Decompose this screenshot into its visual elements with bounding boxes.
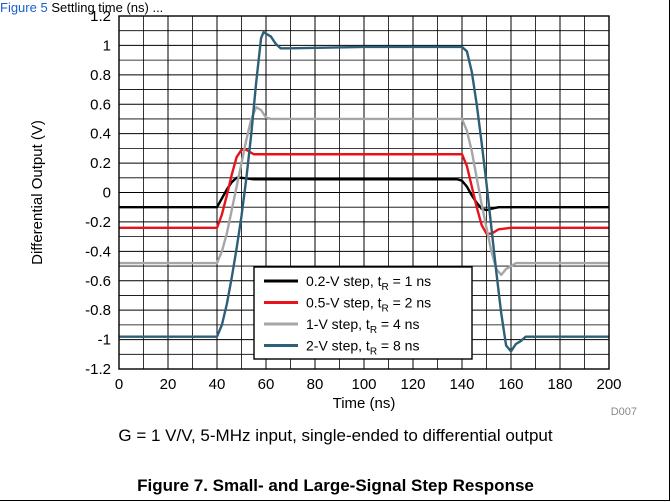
legend-label: 0.2-V step, tR = 1 ns bbox=[306, 273, 431, 293]
header-text: Figure 5 Settling time (ns) ... bbox=[0, 0, 163, 15]
y-tick-label: 0.6 bbox=[90, 96, 111, 113]
y-tick-label: 0.8 bbox=[90, 67, 111, 84]
y-tick-label: -0.8 bbox=[85, 302, 111, 319]
plot-border bbox=[118, 15, 610, 370]
header-rest: Settling time (ns) ... bbox=[47, 0, 164, 15]
x-tick-label: 180 bbox=[547, 376, 572, 393]
y-tick-label: 1 bbox=[103, 37, 111, 54]
figure-title: Figure 7. Small- and Large-Signal Step R… bbox=[137, 476, 534, 495]
x-axis-label: Time (ns) bbox=[333, 395, 396, 412]
figure-link[interactable]: Figure 5 bbox=[0, 0, 48, 15]
x-tick-label: 80 bbox=[307, 376, 324, 393]
step-response-chart: 0 20 40 60 80 100 120 140 160 180 200 1.2 1 0.8 0.6 0.4… bbox=[29, 8, 637, 418]
y-axis-label: Differential Output (V) bbox=[29, 120, 46, 265]
x-tick-label: 0 bbox=[115, 376, 123, 393]
y-tick-label: -1 bbox=[98, 332, 111, 349]
x-tick-label: 160 bbox=[498, 376, 523, 393]
x-tick-label: 20 bbox=[160, 376, 177, 393]
y-tick-label: 0.2 bbox=[90, 155, 111, 172]
legend-label: 1-V step, tR = 4 ns bbox=[306, 316, 419, 336]
x-tick-label: 140 bbox=[449, 376, 474, 393]
test-conditions: G = 1 V/V, 5-MHz input, single-ended to … bbox=[118, 426, 553, 445]
y-tick-label: 0.4 bbox=[90, 126, 111, 143]
x-tick-label: 200 bbox=[596, 376, 621, 393]
x-tick-label: 40 bbox=[209, 376, 226, 393]
legend: 0.2-V step, tR = 1 ns0.5-V step, tR = 2 … bbox=[253, 266, 473, 360]
legend-label: 2-V step, tR = 8 ns bbox=[306, 338, 419, 358]
y-tick-label: -0.4 bbox=[85, 243, 111, 260]
x-tick-label: 60 bbox=[258, 376, 275, 393]
series-line-4 bbox=[119, 30, 609, 353]
series-line-2 bbox=[119, 148, 609, 235]
legend-label: 0.5-V step, tR = 2 ns bbox=[306, 295, 431, 315]
x-tick-label: 100 bbox=[351, 376, 376, 393]
y-tick-label: 0 bbox=[103, 185, 111, 202]
y-tick-label: -1.2 bbox=[85, 361, 111, 378]
y-tick-label: 1.2 bbox=[90, 8, 111, 25]
x-tick-label: 120 bbox=[400, 376, 425, 393]
figure-code: D007 bbox=[611, 406, 637, 418]
y-tick-label: -0.6 bbox=[85, 273, 111, 290]
y-tick-label: -0.2 bbox=[85, 214, 111, 231]
